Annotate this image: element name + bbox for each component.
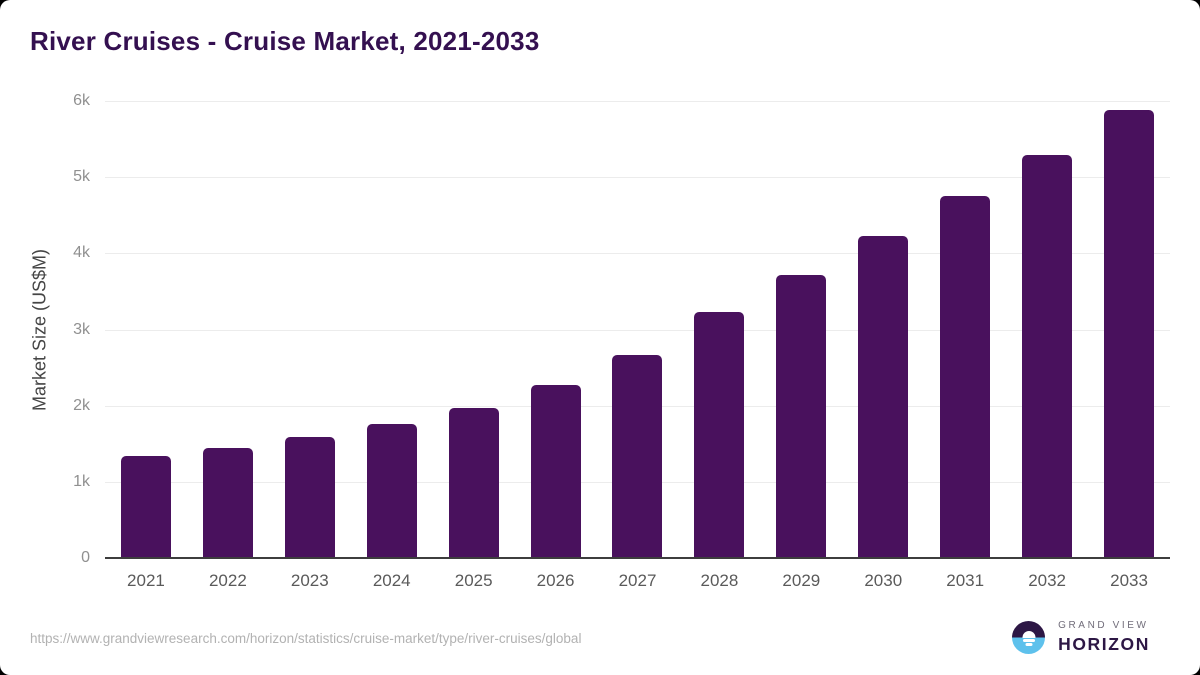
gridline-5k xyxy=(105,177,1170,179)
x-axis-tick-label-2027: 2027 xyxy=(618,571,657,590)
y-axis-title: Market Size (US$M) xyxy=(29,248,50,412)
x-axis-tick-label-2028: 2028 xyxy=(700,571,739,590)
x-axis-tick-label-2030: 2030 xyxy=(864,571,903,590)
logo-wordmark: GRAND VIEW HORIZON xyxy=(1058,620,1150,655)
horizon-sunrise-logo-icon xyxy=(1012,621,1046,654)
bar-2029 xyxy=(776,275,827,558)
bar-slot-2030 xyxy=(842,101,924,558)
bar-slot-2026 xyxy=(515,101,597,558)
logo-sun-dome xyxy=(1022,630,1036,638)
y-axis-tick-label-0: 0 xyxy=(81,549,90,566)
x-axis-tick-label-2031: 2031 xyxy=(946,571,985,590)
y-axis-tick-label-6k: 6k xyxy=(73,92,90,109)
bar-2033 xyxy=(1104,110,1155,558)
x-axis-ticks: 2021 2022 2023 2024 2025 2026 2027 2028 2029 2030… xyxy=(105,571,1170,591)
x-axis-tick-label-2025: 2025 xyxy=(454,571,493,590)
bar-slot-2024 xyxy=(351,101,433,558)
bar-2032 xyxy=(1022,154,1073,558)
bar-2023 xyxy=(284,436,335,558)
bar-2030 xyxy=(858,235,909,558)
x-axis-tick-label-2032: 2032 xyxy=(1028,571,1067,590)
bar-2022 xyxy=(202,447,253,558)
bar-series xyxy=(105,101,1170,558)
bar-slot-2025 xyxy=(433,101,515,558)
logo-text-horizon: HORIZON xyxy=(1058,634,1150,654)
bar-2028 xyxy=(694,311,745,558)
bar-slot-2031 xyxy=(924,101,1006,558)
y-axis-tick-label-5k: 5k xyxy=(73,168,90,186)
x-axis-tick-label-2026: 2026 xyxy=(536,571,575,590)
logo-water-line-1 xyxy=(1022,639,1035,642)
bar-slot-2021 xyxy=(105,101,187,558)
bar-slot-2033 xyxy=(1088,101,1170,558)
y-axis-tick-label-2k: 2k xyxy=(73,396,90,414)
bar-slot-2029 xyxy=(760,101,842,558)
logo-text-grand-view: GRAND VIEW xyxy=(1058,620,1149,631)
logo-water-line-2 xyxy=(1025,643,1033,646)
bar-slot-2027 xyxy=(597,101,679,558)
gridline-3k xyxy=(105,329,1170,331)
bar-2025 xyxy=(448,407,499,558)
source-url: https://www.grandviewresearch.com/horizo… xyxy=(30,631,582,646)
y-axis-tick-label-3k: 3k xyxy=(73,320,90,338)
bar-slot-2022 xyxy=(187,101,269,558)
x-axis-line xyxy=(105,557,1170,559)
y-axis-tick-label-4k: 4k xyxy=(73,244,90,262)
plot-area: 6k 5k 4k 3k 2k 1k 0 2021 2022 2023 2024 2025 2026 20… xyxy=(73,92,1170,590)
bar-slot-2032 xyxy=(1006,101,1088,558)
grand-view-horizon-logo: GRAND VIEW HORIZON xyxy=(1012,620,1150,655)
x-axis-tick-label-2029: 2029 xyxy=(782,571,821,590)
bar-2026 xyxy=(530,384,581,558)
bar-slot-2028 xyxy=(678,101,760,558)
bar-2024 xyxy=(366,423,417,558)
x-axis-tick-label-2033: 2033 xyxy=(1110,571,1148,590)
x-axis-tick-label-2022: 2022 xyxy=(208,571,247,590)
y-axis-tick-label-1k: 1k xyxy=(73,472,90,490)
x-axis-tick-label-2023: 2023 xyxy=(290,571,329,590)
bar-slot-2023 xyxy=(269,101,351,558)
gridline-6k xyxy=(105,101,1170,102)
bar-2021 xyxy=(120,455,171,558)
chart-title: River Cruises - Cruise Market, 2021-2033 xyxy=(30,26,540,56)
bar-2031 xyxy=(940,196,991,558)
x-axis-tick-label-2021: 2021 xyxy=(127,571,165,590)
gridline-4k xyxy=(105,253,1170,255)
bar-2027 xyxy=(612,355,663,558)
x-axis-tick-label-2024: 2024 xyxy=(372,571,411,590)
